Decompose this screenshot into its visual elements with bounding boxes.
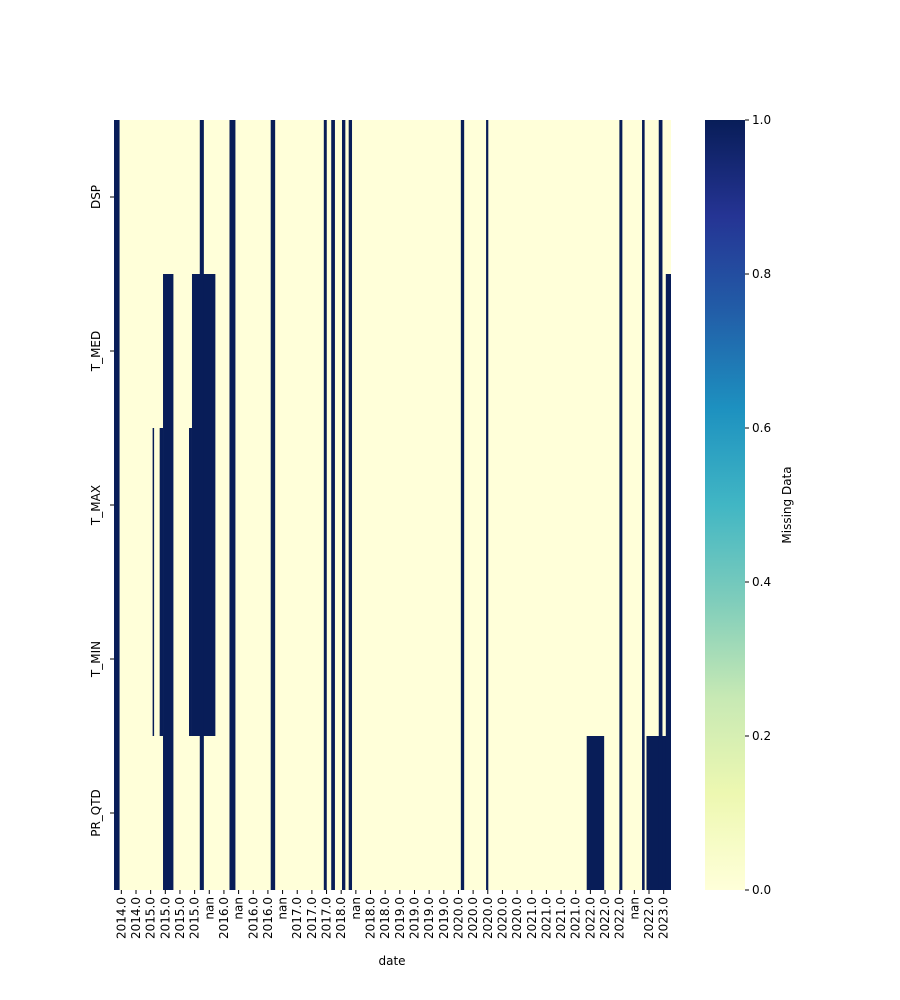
- missing-cell-block: [460, 120, 465, 890]
- x-tick-label: 2020.0: [466, 897, 480, 939]
- x-tick-label: nan: [202, 897, 216, 920]
- x-tick-label: nan: [627, 897, 641, 920]
- x-tick-label: 2021.0: [525, 897, 539, 939]
- x-tick-label: 2014.0: [114, 897, 128, 939]
- x-tick-label: 2016.0: [217, 897, 231, 939]
- x-tick-label: 2020.0: [451, 897, 465, 939]
- colorbar-tick-label: 0.4: [752, 575, 771, 589]
- colorbar-gradient: [705, 120, 745, 890]
- x-tick-label: 2017.0: [320, 897, 334, 939]
- missing-cell-block: [586, 736, 605, 890]
- colorbar-tick-label: 0.6: [752, 421, 771, 435]
- x-tick-label: nan: [276, 897, 290, 920]
- x-tick-label: nan: [232, 897, 246, 920]
- x-tick-label: 2018.0: [378, 897, 392, 939]
- x-tick-label: 2015.0: [188, 897, 202, 939]
- missing-cell-block: [152, 428, 155, 736]
- colorbar-label: Missing Data: [780, 466, 794, 543]
- missing-cell-block: [229, 120, 236, 890]
- x-tick-label: 2022.0: [613, 897, 627, 939]
- x-tick-label: 2022.0: [598, 897, 612, 939]
- missing-cell-block: [658, 120, 663, 890]
- missing-cell-block: [163, 274, 174, 890]
- y-tick-label: DSP: [89, 185, 103, 209]
- colorbar: 0.0 0.2 0.4 0.6 0.8 1.0: [705, 113, 771, 897]
- colorbar-tick-label: 0.0: [752, 883, 771, 897]
- x-tick-label: 2015.0: [144, 897, 158, 939]
- y-tick-label: PR_QTD: [89, 789, 103, 837]
- x-tick-label: 2020.0: [495, 897, 509, 939]
- x-tick-label: 2015.0: [158, 897, 172, 939]
- x-tick-label: 2017.0: [305, 897, 319, 939]
- missing-cell-block: [486, 120, 489, 890]
- missing-cell-block: [642, 120, 645, 890]
- missing-cell-block: [270, 120, 276, 890]
- x-axis-label: date: [378, 954, 405, 968]
- missing-cell-block: [199, 120, 204, 890]
- missing-cell-block: [189, 428, 192, 736]
- colorbar-tick-label: 1.0: [752, 113, 771, 127]
- x-tick-label: 2016.0: [261, 897, 275, 939]
- x-tick-label: 2014.0: [129, 897, 143, 939]
- y-axis: DSP T_MED T_MAX T_MIN PR_QTD: [89, 185, 114, 837]
- colorbar-tick-label: 0.8: [752, 267, 771, 281]
- missing-cell-block: [619, 120, 623, 890]
- x-tick-label: 2019.0: [422, 897, 436, 939]
- x-tick-label: 2021.0: [569, 897, 583, 939]
- x-tick-label: 2017.0: [290, 897, 304, 939]
- x-axis: 2014.0 2014.0 2015.0 2015.0 2015.0 2015.0 nan 2…: [114, 890, 671, 939]
- missing-cell-block: [159, 428, 164, 736]
- heatmap-plot-area: [114, 120, 671, 890]
- x-tick-label: 2019.0: [407, 897, 421, 939]
- y-tick-label: T_MAX: [89, 485, 103, 526]
- x-tick-label: 2020.0: [510, 897, 524, 939]
- x-tick-label: 2018.0: [334, 897, 348, 939]
- x-tick-label: 2019.0: [393, 897, 407, 939]
- missing-cell-block: [323, 120, 327, 890]
- missing-cell-block: [665, 274, 671, 890]
- x-tick-label: 2021.0: [539, 897, 553, 939]
- x-tick-label: 2023.0: [657, 897, 671, 939]
- x-tick-label: 2015.0: [173, 897, 187, 939]
- x-tick-label: nan: [349, 897, 363, 920]
- x-tick-label: 2022.0: [642, 897, 656, 939]
- x-tick-label: 2018.0: [364, 897, 378, 939]
- missing-cell-block: [341, 120, 346, 890]
- x-tick-label: 2021.0: [554, 897, 568, 939]
- y-tick-label: T_MED: [89, 331, 103, 373]
- x-tick-label: 2019.0: [437, 897, 451, 939]
- colorbar-tick-label: 0.2: [752, 729, 771, 743]
- x-tick-label: 2016.0: [246, 897, 260, 939]
- x-tick-label: 2022.0: [583, 897, 597, 939]
- y-tick-label: T_MIN: [89, 641, 103, 678]
- missing-cell-block: [348, 120, 353, 890]
- missing-cell-block: [331, 120, 335, 890]
- missing-cell-block: [114, 120, 120, 890]
- x-tick-label: 2020.0: [481, 897, 495, 939]
